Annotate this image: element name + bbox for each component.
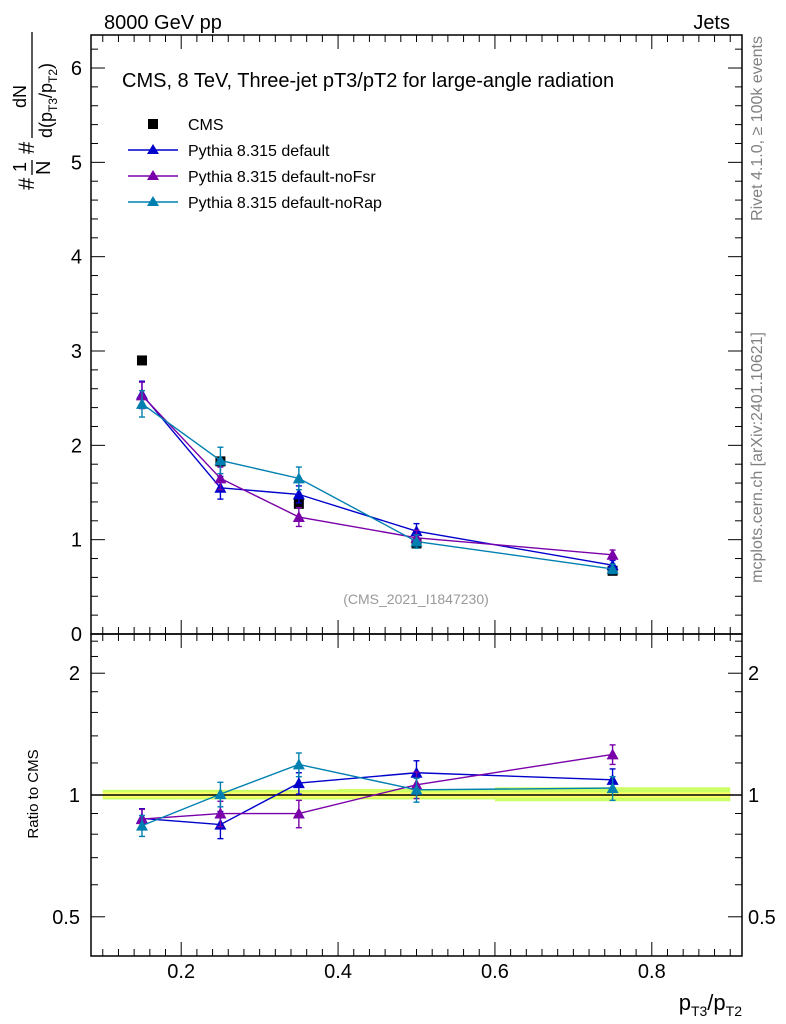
main-plot-frame: 0 1 2 3 4 5 6 [71,34,743,646]
y-label-hash: # [14,177,39,190]
ratio-y-tick-label-right: 2 [748,663,759,685]
legend: CMS Pythia 8.315 default Pythia 8.315 de… [128,117,382,212]
y-label-frac1-den: N [33,161,55,175]
ratio-line-nofsr [141,753,613,820]
ratio-point-nofsr [606,748,619,760]
ratio-point-default [292,777,305,789]
data-point-norap [214,454,227,466]
data-point-cms [136,355,147,366]
ratio-point-norap [135,819,148,831]
legend-marker-nofsr [147,170,159,180]
x-tick-label: 0.6 [481,961,509,983]
y-label-frac2-den: d(pT3/pT2) [36,63,60,138]
mcplots-label: mcplots.cern.ch [arXiv:2401.10621] [749,332,766,583]
y-label-hash2: # [14,141,39,154]
rivet-label: Rivet 4.1.0, ≥ 100k events [749,36,766,221]
legend-label-norap: Pythia 8.315 default-noRap [188,195,382,212]
legend-label-nofsr: Pythia 8.315 default-noFsr [188,169,376,186]
y-tick-label: 6 [71,58,82,80]
x-tick-label: 0.2 [167,961,195,983]
y-tick-label: 4 [71,247,82,269]
legend-marker-cms [148,119,158,129]
ratio-point-norap [606,782,619,794]
y-tick-label: 2 [71,435,82,457]
y-axis-label: # 1 N # dN d(pT3/pT2) [10,32,60,190]
data-point-nofsr [606,548,619,560]
analysis-watermark: (CMS_2021_I1847230) [343,591,489,607]
ratio-y-tick-label: 0.5 [52,907,80,929]
y-tick-label: 3 [71,341,82,363]
data-point-nofsr [214,472,227,484]
legend-marker-default [147,144,159,154]
ratio-point-norap [292,758,305,770]
series-line-default [141,393,613,566]
data-point-norap [135,397,148,409]
ratio-point-norap [410,783,423,795]
ratio-y-tick-label: 2 [69,663,80,685]
x-axis-label: pT3/pT2 [679,990,743,1019]
ratio-point-nofsr [214,807,227,819]
ratio-plot-frame: 0.2 0.4 0.6 0.8 0.5 0.5 1 1 2 2 [52,633,776,983]
data-point-default [292,488,305,500]
energy-label: 8000 GeV pp [104,12,222,34]
legend-marker-norap [147,196,159,206]
series-line-norap [141,403,613,570]
ratio-y-tick-label-right: 0.5 [748,907,776,929]
ratio-y-axis-label: Ratio to CMS [25,749,42,838]
data-point-norap [292,472,305,484]
x-tick-label: 0.8 [638,961,666,983]
ratio-point-nofsr [292,807,305,819]
legend-label-default: Pythia 8.315 default [188,143,330,160]
y-label-frac2-num: dN [10,85,30,108]
ratio-y-tick-label: 1 [69,785,80,807]
y-tick-label: 0 [71,624,82,646]
ratio-y-tick-label-right: 1 [748,785,759,807]
data-point-norap [410,535,423,547]
ratio-point-norap [214,788,227,800]
data-point-norap [606,562,619,574]
y-label-frac1-num: 1 [10,162,30,172]
data-point-nofsr [292,511,305,523]
data-point-cms [293,498,304,509]
chart-title: CMS, 8 TeV, Three-jet pT3/pT2 for large-… [122,70,614,92]
legend-label-cms: CMS [188,117,224,134]
y-tick-label: 1 [71,530,82,552]
x-tick-label: 0.4 [324,961,352,983]
series-line-nofsr [141,394,613,556]
category-label: Jets [693,12,730,34]
y-tick-label: 5 [71,152,82,174]
